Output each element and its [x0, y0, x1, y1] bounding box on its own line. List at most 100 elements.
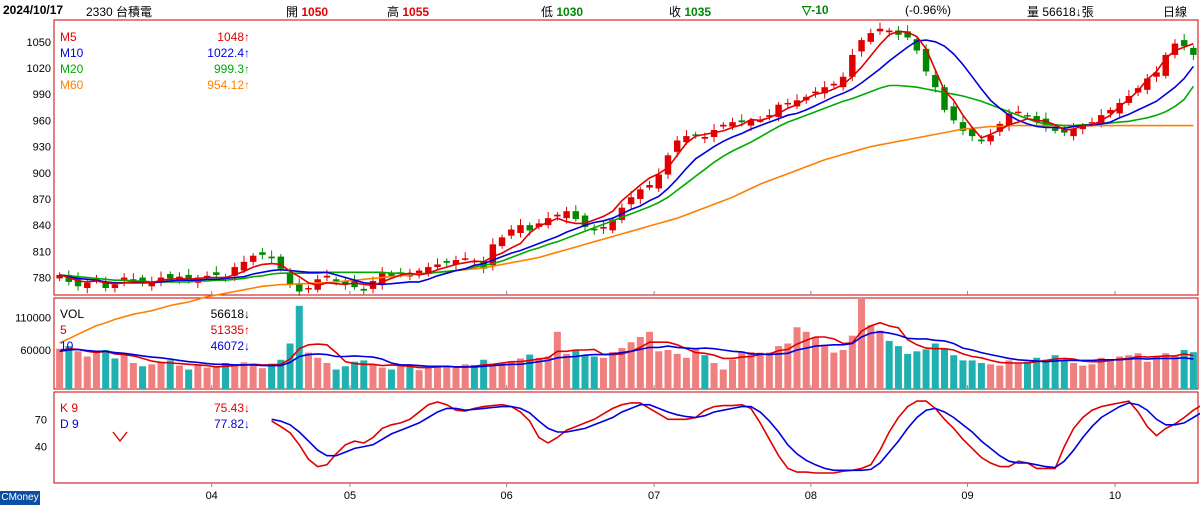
price-tick-label: 870: [33, 194, 51, 206]
volume-bar: [1088, 364, 1096, 389]
candle-body: [701, 136, 709, 139]
volume-ma10-line: [59, 330, 1194, 368]
change-value: ▽-10: [802, 3, 829, 17]
candle-body: [461, 258, 469, 260]
volume-bar: [461, 364, 469, 389]
volume-bar: [240, 362, 248, 389]
volume-bar: [673, 353, 681, 389]
signal-marker: [112, 431, 128, 443]
low-label: 低: [541, 5, 554, 19]
volume-bar: [175, 365, 183, 389]
open-group: 開 1050: [286, 3, 328, 20]
volume-bar: [120, 355, 128, 389]
candle-body: [664, 155, 672, 175]
volume-bar: [1162, 353, 1170, 389]
volume-bar: [526, 354, 534, 389]
price-tick-label: 1020: [27, 63, 51, 75]
close-group: 收 1035: [669, 3, 711, 20]
volume-bar: [268, 363, 276, 389]
candle-body: [1153, 72, 1160, 77]
volume-bar: [701, 355, 709, 389]
candle-body: [268, 256, 275, 259]
candle-body: [231, 267, 238, 276]
ma60-line: [59, 124, 1194, 344]
candle-body: [111, 284, 119, 289]
volume-bar: [212, 366, 220, 389]
candle-body: [1180, 40, 1188, 47]
volume-bar: [775, 346, 783, 389]
ma5-line: [59, 30, 1194, 287]
volume-bar: [1134, 353, 1142, 389]
volume-bar: [535, 357, 543, 389]
volume-bar: [968, 360, 976, 389]
volume-bar: [1106, 359, 1114, 389]
volume-bar: [516, 358, 524, 389]
volume-tick-label: 60000: [20, 345, 51, 357]
candle-body: [581, 215, 589, 227]
candle-body: [314, 279, 321, 290]
volume-bar: [738, 351, 746, 389]
candle-body: [388, 273, 395, 276]
volume-legend-value: 51335↑: [211, 323, 250, 337]
volume-bar: [56, 348, 64, 389]
candle-body: [323, 275, 331, 278]
x-axis-label: 09: [961, 490, 973, 502]
volume-bar: [231, 364, 239, 389]
volume-bar: [987, 364, 995, 389]
candle-body: [1190, 47, 1197, 55]
kd-tick-label: 40: [35, 442, 47, 454]
x-axis-label: 10: [1109, 490, 1121, 502]
volume-bar: [83, 356, 91, 389]
volume-bar: [904, 353, 912, 389]
ma10-line: [59, 39, 1195, 286]
candle-body: [1024, 115, 1031, 117]
candle-body: [240, 261, 248, 271]
volume-bar: [498, 363, 506, 389]
candle-body: [1162, 54, 1169, 76]
candle-body: [932, 75, 939, 88]
volume-bar: [415, 370, 423, 389]
candle-body: [830, 83, 838, 86]
candle-body: [554, 214, 561, 217]
close-label: 收: [669, 5, 682, 19]
volume-bar: [1125, 355, 1133, 389]
volume-bar: [563, 353, 571, 389]
low-value: 1030: [556, 5, 584, 19]
kd-legend-name: K 9: [60, 401, 78, 415]
candle-body: [950, 106, 957, 121]
candle-body: [489, 244, 497, 266]
date-label: 2024/10/17: [3, 3, 64, 17]
price-tick-label: 810: [33, 246, 51, 258]
open-value: 1050: [301, 5, 329, 19]
candle-body: [305, 288, 312, 290]
volume-bar: [599, 357, 607, 389]
volume-tick-label: 110000: [15, 313, 51, 325]
volume-bar: [664, 350, 672, 389]
price-tick-label: 1050: [27, 37, 51, 49]
candle-body: [1079, 125, 1087, 130]
candle-body: [839, 76, 847, 88]
kd-legend-value: 75.43↓: [214, 401, 250, 415]
candle-body: [517, 225, 524, 234]
price-legend-name: M20: [60, 62, 84, 76]
candle-body: [498, 237, 506, 247]
volume-group: 量 56618↓張: [1027, 3, 1094, 20]
low-group: 低 1030: [541, 3, 583, 20]
volume-bar: [507, 361, 515, 389]
ma20-line: [59, 84, 1195, 283]
volume-bar: [784, 343, 792, 389]
candle-body: [692, 134, 699, 136]
volume-legend-value: 46072↓: [211, 339, 250, 353]
volume-bar: [1042, 359, 1050, 389]
volume-bar: [295, 305, 303, 389]
volume-bar: [378, 367, 386, 389]
kd-panel-frame: [53, 391, 1199, 484]
volume-bar: [157, 361, 165, 389]
volume-bar: [848, 335, 856, 389]
kd-tick-label: 70: [35, 414, 47, 426]
candle-body: [609, 219, 616, 231]
candle-body: [249, 255, 257, 262]
candle-body: [434, 264, 441, 268]
volume-bar: [710, 363, 718, 389]
volume-bar: [618, 348, 626, 389]
